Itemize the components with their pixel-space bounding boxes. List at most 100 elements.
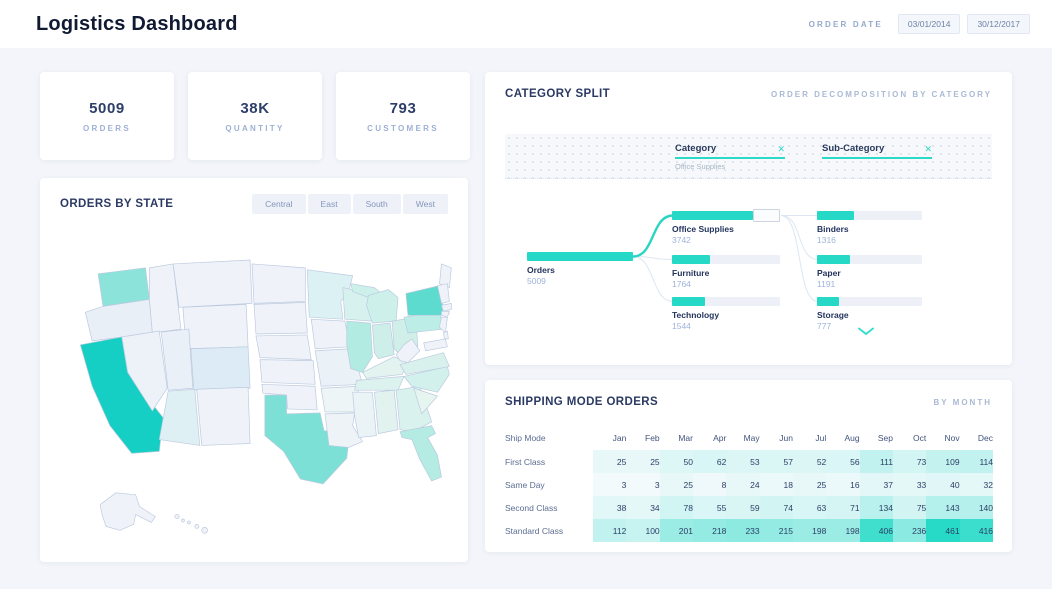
state-MT[interactable] <box>172 259 253 308</box>
filter-field-subcategory[interactable]: Sub-Category ✕ <box>822 143 932 159</box>
heatmap-cell: 25 <box>659 473 693 496</box>
state-NV[interactable] <box>121 330 168 412</box>
heatmap-cell: 100 <box>626 519 660 542</box>
region-button-central[interactable]: Central <box>252 194 306 214</box>
state-MS[interactable] <box>352 391 377 438</box>
state-TN[interactable] <box>354 376 405 391</box>
sankey-node-value: 1316 <box>817 235 836 245</box>
state-NE[interactable] <box>255 334 312 360</box>
shipping-mode-panel: SHIPPING MODE ORDERS BY MONTH Ship Mode J… <box>485 380 1012 552</box>
kpi-value: 793 <box>389 99 417 117</box>
sankey-node[interactable]: Orders 5009 <box>527 252 633 286</box>
state-WY[interactable] <box>182 304 249 350</box>
date-from-input[interactable]: 03/01/2014 <box>897 14 961 34</box>
state-DE[interactable] <box>443 330 449 340</box>
column-header-month: Apr <box>713 433 727 443</box>
state-AL[interactable] <box>374 389 399 434</box>
column-header-month: Dec <box>977 433 993 443</box>
state-HI[interactable] <box>201 527 208 534</box>
clear-filter-icon[interactable]: ✕ <box>924 144 932 154</box>
heatmap-cell: 218 <box>692 519 727 542</box>
heatmap-cell: 50 <box>659 450 693 473</box>
sankey-bar <box>817 297 922 306</box>
orders-by-state-panel: ORDERS BY STATE Central East South West <box>40 178 468 562</box>
state-VA[interactable] <box>399 352 450 375</box>
heatmap-cell: 112 <box>593 519 627 542</box>
sankey-bar <box>817 255 922 264</box>
state-NJ[interactable] <box>439 316 448 334</box>
date-to-input[interactable]: 30/12/2017 <box>967 14 1030 34</box>
state-IN[interactable] <box>372 322 395 359</box>
sankey-node[interactable]: Binders 1316 <box>817 211 922 245</box>
state-NM[interactable] <box>196 386 251 446</box>
state-MI[interactable] <box>366 289 399 324</box>
heatmap-cell: 416 <box>959 519 993 542</box>
sankey-node[interactable]: Furniture 1764 <box>672 255 780 289</box>
state-ND[interactable] <box>251 263 306 304</box>
shipping-mode-subtitle: BY MONTH <box>933 397 992 407</box>
sankey-node[interactable]: Office Supplies 3742 <box>672 209 780 245</box>
region-button-south[interactable]: South <box>352 194 401 214</box>
heatmap-cell: 62 <box>692 450 727 473</box>
clear-filter-icon[interactable]: ✕ <box>777 144 785 154</box>
state-MD[interactable] <box>423 338 448 352</box>
state-ME[interactable] <box>439 263 452 288</box>
state-FL[interactable] <box>399 425 442 482</box>
state-VT[interactable] <box>437 283 450 304</box>
kpi-card: 793 CUSTOMERS <box>336 72 470 160</box>
kpi-label: QUANTITY <box>225 123 285 133</box>
heatmap-cell: 3 <box>626 473 660 496</box>
column-header-month: Aug <box>844 433 860 443</box>
state-IA[interactable] <box>310 318 352 350</box>
region-button-east[interactable]: East <box>307 194 351 214</box>
state-HI[interactable] <box>174 513 180 520</box>
state-HI[interactable] <box>187 520 191 525</box>
row-label: Same Day <box>505 479 545 490</box>
state-CT[interactable] <box>441 310 450 318</box>
sankey-node[interactable]: Technology 1544 <box>672 297 780 331</box>
state-WV[interactable] <box>395 338 421 363</box>
state-HI[interactable] <box>194 524 200 529</box>
state-IL[interactable] <box>346 320 373 373</box>
state-KS[interactable] <box>259 359 316 385</box>
heatmap-cell: 8 <box>692 473 727 496</box>
sankey-node-label: Binders <box>817 224 849 234</box>
kpi-card: 5009 ORDERS <box>40 72 174 160</box>
state-UT[interactable] <box>160 328 194 391</box>
region-button-west[interactable]: West <box>402 194 448 214</box>
state-HI[interactable] <box>181 518 185 523</box>
us-choropleth-map <box>80 259 452 534</box>
sankey-node-label: Storage <box>817 310 849 320</box>
expand-chevron-icon[interactable] <box>857 327 875 336</box>
row-label: Second Class <box>505 502 558 513</box>
kpi-cards: 5009 ORDERS 38K QUANTITY 793 CUSTOMERS <box>40 72 470 160</box>
heatmap-cell: 233 <box>726 519 760 542</box>
sankey-node-label: Paper <box>817 268 841 278</box>
state-CO[interactable] <box>190 346 251 391</box>
state-AK[interactable] <box>99 492 156 531</box>
filter-label: Category <box>675 143 717 154</box>
orders-by-state-title: ORDERS BY STATE <box>60 198 174 210</box>
state-ID[interactable] <box>149 263 182 334</box>
heatmap-cell: 111 <box>859 450 893 473</box>
heatmap-cell: 143 <box>926 496 960 519</box>
filter-field-category[interactable]: Category ✕ Office Supplies <box>675 143 785 171</box>
state-OK[interactable] <box>261 383 318 411</box>
column-header-month: Nov <box>944 433 960 443</box>
state-SD[interactable] <box>253 302 308 335</box>
heatmap-cell: 63 <box>792 496 827 519</box>
heatmap-cell: 198 <box>792 519 827 542</box>
sankey-node[interactable]: Paper 1191 <box>817 255 922 289</box>
state-SC[interactable] <box>413 387 438 415</box>
sankey-bar <box>817 211 922 220</box>
state-MN[interactable] <box>306 269 354 320</box>
heatmap-cell: 18 <box>759 473 793 496</box>
state-MA[interactable] <box>441 303 452 312</box>
sankey-bar <box>527 252 633 261</box>
subcategory-selection-box[interactable] <box>753 209 780 222</box>
sankey-node[interactable]: Storage 777 <box>817 297 922 331</box>
app-header: Logistics Dashboard ORDER DATE 03/01/201… <box>0 0 1052 48</box>
heatmap-cell: 32 <box>959 473 993 496</box>
state-AZ[interactable] <box>158 388 201 446</box>
heatmap-cell: 74 <box>759 496 793 519</box>
